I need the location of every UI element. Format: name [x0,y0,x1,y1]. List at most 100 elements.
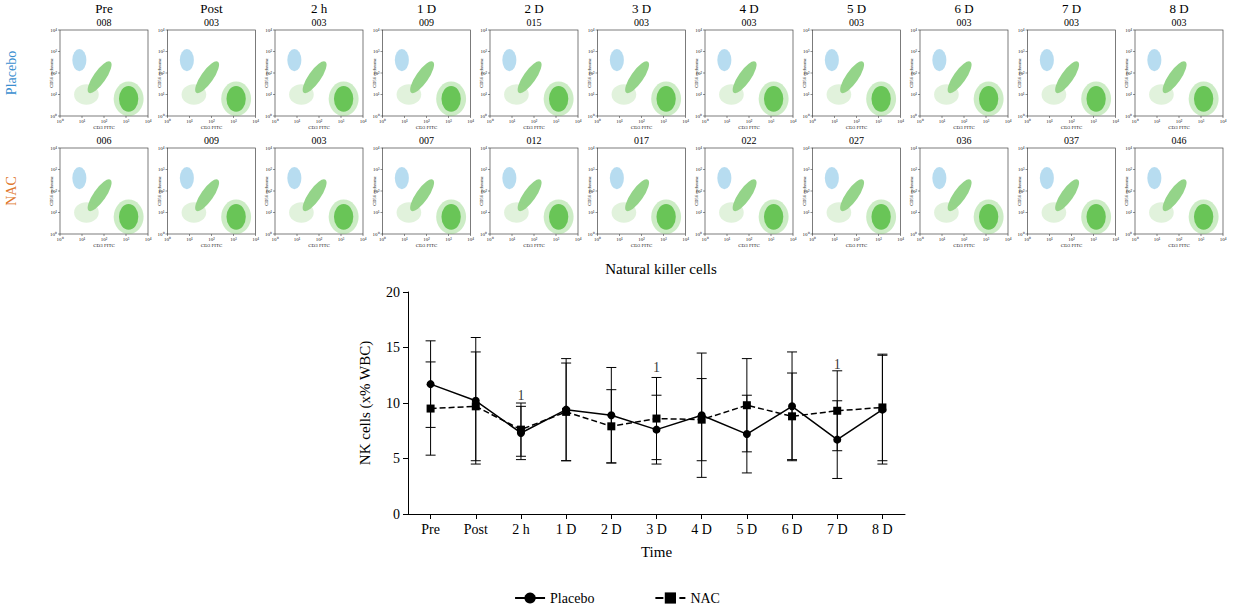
svg-text:10⁰: 10⁰ [594,118,601,124]
svg-text:10³: 10³ [803,167,810,172]
svg-text:10¹: 10¹ [51,210,58,215]
svg-text:10³: 10³ [123,237,130,242]
svg-text:10⁴: 10⁴ [252,237,259,242]
svg-text:10³: 10³ [1126,167,1133,172]
svg-text:10⁴: 10⁴ [575,119,582,124]
svg-text:10³: 10³ [553,237,560,242]
svg-text:10⁰: 10⁰ [1024,118,1031,124]
svg-text:10⁰: 10⁰ [164,118,171,124]
svg-text:10²: 10² [316,237,323,242]
svg-text:10¹: 10¹ [158,210,165,215]
svg-text:8 D: 8 D [872,522,893,537]
svg-text:10⁰: 10⁰ [1125,231,1132,237]
svg-text:017: 017 [634,135,649,146]
svg-text:10³: 10³ [875,119,882,124]
svg-text:10⁴: 10⁴ [158,146,165,151]
svg-text:10⁰: 10⁰ [487,236,494,242]
svg-text:10⁴: 10⁴ [158,28,165,33]
svg-text:10⁴: 10⁴ [897,237,904,242]
svg-text:10⁴: 10⁴ [265,28,272,33]
svg-text:CD56 cychrome: CD56 cychrome [1017,58,1022,88]
svg-text:10⁴: 10⁴ [1005,237,1012,242]
svg-text:NAC: NAC [4,176,19,206]
svg-text:CD3 FITC: CD3 FITC [953,243,975,248]
svg-text:10²: 10² [746,237,753,242]
svg-text:003: 003 [1064,17,1079,28]
svg-text:CD3 FITC: CD3 FITC [201,243,223,248]
svg-text:10²: 10² [316,119,323,124]
svg-text:003: 003 [312,135,327,146]
svg-text:CD56 cychrome: CD56 cychrome [909,58,914,88]
svg-text:10⁰: 10⁰ [803,231,810,237]
svg-text:036: 036 [957,135,972,146]
svg-text:10²: 10² [1176,237,1183,242]
svg-text:Post: Post [200,1,223,16]
svg-text:10³: 10³ [660,119,667,124]
svg-text:10³: 10³ [1018,49,1025,54]
svg-text:10⁴: 10⁴ [360,119,367,124]
svg-text:CD3 FITC: CD3 FITC [846,243,868,248]
svg-text:008: 008 [97,17,112,28]
svg-text:10¹: 10¹ [481,210,488,215]
svg-text:10⁰: 10⁰ [1132,236,1139,242]
svg-text:7 D: 7 D [1062,1,1081,16]
svg-text:CD3 FITC: CD3 FITC [523,243,545,248]
svg-text:10⁴: 10⁴ [373,146,380,151]
svg-text:NK cells (x% WBC): NK cells (x% WBC) [357,341,374,465]
svg-text:10⁴: 10⁴ [910,146,917,151]
svg-text:10⁴: 10⁴ [682,237,689,242]
svg-text:10⁰: 10⁰ [272,236,279,242]
svg-text:10¹: 10¹ [803,210,810,215]
svg-text:CD56 cychrome: CD56 cychrome [372,176,377,206]
svg-text:7 D: 7 D [827,522,848,537]
svg-text:10³: 10³ [911,49,918,54]
svg-text:CD56 cychrome: CD56 cychrome [802,58,807,88]
svg-text:CD56 cychrome: CD56 cychrome [587,58,592,88]
svg-text:007: 007 [419,135,434,146]
svg-text:10¹: 10¹ [1046,237,1053,242]
svg-text:10⁰: 10⁰ [702,236,709,242]
svg-text:10⁴: 10⁴ [1018,146,1025,151]
svg-text:10³: 10³ [230,119,237,124]
svg-text:10⁴: 10⁴ [145,119,152,124]
svg-text:10¹: 10¹ [51,92,58,97]
svg-text:10⁰: 10⁰ [588,113,595,119]
svg-text:10⁴: 10⁴ [265,146,272,151]
svg-text:10³: 10³ [51,167,58,172]
svg-text:10³: 10³ [1090,237,1097,242]
svg-text:10¹: 10¹ [1018,210,1025,215]
svg-text:10¹: 10¹ [1046,119,1053,124]
svg-text:CD3 FITC: CD3 FITC [308,243,330,248]
svg-text:10²: 10² [961,119,968,124]
svg-text:10³: 10³ [373,49,380,54]
svg-text:CD56 cychrome: CD56 cychrome [264,58,269,88]
svg-text:10⁴: 10⁴ [145,237,152,242]
svg-text:6 D: 6 D [782,522,803,537]
svg-text:10⁰: 10⁰ [917,118,924,124]
svg-text:003: 003 [204,17,219,28]
svg-text:10⁴: 10⁴ [588,146,595,151]
svg-text:10⁴: 10⁴ [1125,146,1132,151]
svg-text:Placebo: Placebo [4,51,19,95]
svg-text:10¹: 10¹ [266,92,273,97]
svg-text:10³: 10³ [445,237,452,242]
svg-text:10³: 10³ [1090,119,1097,124]
svg-text:10²: 10² [853,119,860,124]
svg-text:015: 015 [527,17,542,28]
svg-text:10⁴: 10⁴ [50,146,57,151]
svg-text:10³: 10³ [768,119,775,124]
svg-text:CD56 cychrome: CD56 cychrome [372,58,377,88]
svg-text:10⁴: 10⁴ [1112,237,1119,242]
svg-text:5: 5 [393,451,400,466]
svg-text:10⁰: 10⁰ [373,231,380,237]
svg-text:10⁴: 10⁴ [50,28,57,33]
svg-text:10⁰: 10⁰ [594,236,601,242]
svg-text:10⁰: 10⁰ [379,118,386,124]
svg-text:10³: 10³ [588,49,595,54]
svg-text:10¹: 10¹ [509,237,516,242]
svg-text:10⁴: 10⁴ [575,237,582,242]
svg-text:10⁴: 10⁴ [790,237,797,242]
svg-text:10⁴: 10⁴ [1112,119,1119,124]
svg-text:CD56 cychrome: CD56 cychrome [157,176,162,206]
svg-text:10¹: 10¹ [911,92,918,97]
